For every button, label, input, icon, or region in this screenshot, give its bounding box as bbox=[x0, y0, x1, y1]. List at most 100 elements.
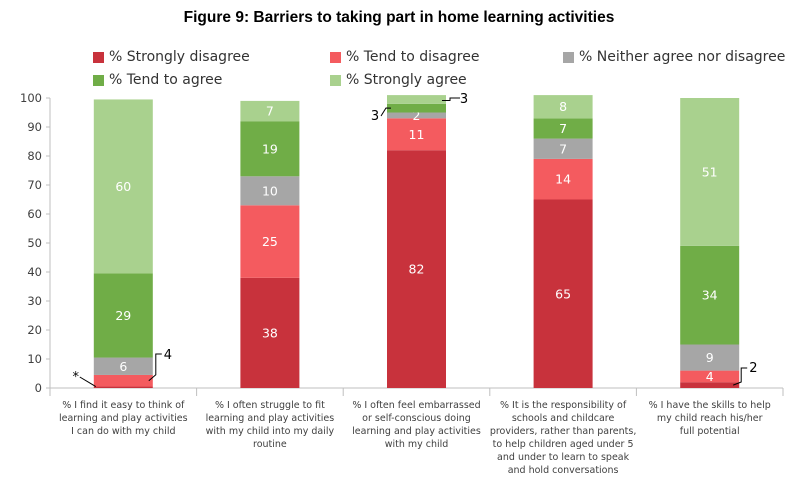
data-label: 7 bbox=[559, 121, 567, 136]
bar-segment bbox=[533, 118, 593, 139]
bar-segment bbox=[240, 121, 300, 177]
x-category-label: % I often struggle to fit bbox=[215, 400, 325, 411]
data-label: 34 bbox=[702, 288, 718, 303]
callout-line bbox=[79, 376, 97, 387]
bar-segment bbox=[93, 386, 153, 388]
callout-line bbox=[148, 353, 162, 382]
legend: % Strongly disagree % Tend to disagree % N… bbox=[0, 0, 798, 100]
callout-label: 2 bbox=[749, 361, 757, 376]
x-category-label: my child reach his/her bbox=[657, 413, 763, 424]
callout-label: 4 bbox=[164, 348, 172, 363]
x-category-label: learning and play activities bbox=[206, 413, 335, 424]
legend-swatch bbox=[330, 74, 341, 86]
bar-segment bbox=[93, 273, 153, 358]
legend-label: % Strongly disagree bbox=[109, 49, 250, 65]
y-tick-label: 80 bbox=[27, 149, 42, 163]
legend-item: % Tend to agree bbox=[93, 72, 222, 88]
x-category-label: schools and childcare bbox=[512, 413, 615, 424]
data-label: 2 bbox=[413, 108, 421, 123]
y-tick-label: 0 bbox=[35, 381, 42, 395]
callout-line bbox=[380, 107, 392, 117]
x-category-label: full potential bbox=[680, 426, 740, 437]
legend-swatch bbox=[93, 51, 104, 63]
bar-segment bbox=[93, 374, 153, 387]
bar-segment bbox=[533, 138, 593, 159]
y-tick-label: 90 bbox=[27, 120, 42, 134]
data-label: 11 bbox=[409, 127, 425, 142]
data-label: 14 bbox=[555, 172, 571, 187]
y-tick-label: 60 bbox=[27, 207, 42, 221]
x-category-label: % I often feel embarrassed bbox=[352, 400, 480, 411]
bar-segment bbox=[387, 95, 446, 104]
legend-label: % Neither agree nor disagree bbox=[579, 49, 786, 65]
x-category-label: and hold conversations bbox=[508, 465, 619, 476]
bar-segment bbox=[387, 112, 446, 119]
callout-line bbox=[442, 97, 460, 101]
x-category-label: or self-conscious doing bbox=[362, 413, 471, 424]
y-tick-label: 20 bbox=[27, 323, 42, 337]
y-tick-label: 100 bbox=[20, 91, 42, 105]
x-category-label: with my child bbox=[385, 439, 449, 450]
x-category-label: providers, rather than parents, bbox=[490, 426, 637, 437]
x-category-label: and under to learn to speak bbox=[497, 452, 630, 463]
data-label: 7 bbox=[266, 104, 274, 119]
data-label: 19 bbox=[262, 141, 278, 156]
data-label: 38 bbox=[262, 325, 278, 340]
legend-item: % Tend to disagree bbox=[330, 49, 479, 65]
data-label: 8 bbox=[559, 99, 567, 114]
data-label: 51 bbox=[702, 164, 718, 179]
legend-label: % Strongly agree bbox=[346, 72, 467, 88]
bar-segment bbox=[387, 150, 446, 388]
data-label: 82 bbox=[409, 262, 425, 277]
y-tick-label: 30 bbox=[27, 294, 42, 308]
x-category-label: learning and play activities bbox=[352, 426, 481, 437]
bar-segment bbox=[680, 344, 740, 371]
legend-swatch bbox=[93, 74, 104, 86]
x-category-label: % I find it easy to think of bbox=[62, 400, 185, 411]
x-category-label: % It is the responsibility of bbox=[500, 400, 627, 411]
legend-label: % Tend to agree bbox=[109, 72, 223, 88]
bar-segment bbox=[240, 100, 300, 122]
x-category-label: learning and play activities bbox=[59, 413, 188, 424]
bar-segment bbox=[240, 176, 300, 206]
data-label: 25 bbox=[262, 234, 278, 249]
chart-title: Figure 9: Barriers to taking part in hom… bbox=[183, 9, 615, 26]
x-category-label: with my child into my daily bbox=[206, 426, 335, 437]
callout-label: * bbox=[73, 370, 80, 385]
legend-label: % Tend to disagree bbox=[346, 49, 480, 65]
y-tick-label: 10 bbox=[27, 352, 42, 366]
legend-item: % Strongly disagree bbox=[93, 49, 250, 65]
bar-segment bbox=[240, 205, 300, 278]
bar-segment bbox=[387, 118, 446, 151]
bar-segment bbox=[93, 99, 153, 274]
data-label: 10 bbox=[262, 183, 278, 198]
bar-segment bbox=[680, 245, 740, 345]
callout-line bbox=[733, 367, 748, 386]
legend-item: % Strongly agree bbox=[330, 72, 467, 88]
data-label: 29 bbox=[115, 308, 131, 323]
callout-label: 3 bbox=[371, 109, 379, 124]
data-label: 60 bbox=[115, 179, 131, 194]
x-category-label: % I have the skills to help bbox=[649, 400, 771, 411]
legend-item: % Neither agree nor disagree bbox=[563, 49, 785, 65]
bar-segment bbox=[93, 357, 153, 375]
legend-swatch bbox=[563, 51, 574, 63]
legend-swatch bbox=[330, 51, 341, 63]
y-tick-label: 50 bbox=[27, 236, 42, 250]
bar-segment bbox=[680, 370, 740, 383]
bar-segment bbox=[680, 382, 740, 388]
bar-segment bbox=[533, 158, 593, 200]
bar-segment bbox=[387, 103, 446, 113]
data-label: 7 bbox=[559, 141, 567, 156]
x-category-label: I can do with my child bbox=[71, 426, 175, 437]
data-label: 6 bbox=[119, 359, 127, 374]
data-label: 9 bbox=[706, 350, 714, 365]
data-label: 65 bbox=[555, 286, 571, 301]
data-label: 4 bbox=[706, 369, 714, 384]
y-tick-label: 40 bbox=[27, 265, 42, 279]
bar-segment bbox=[533, 95, 593, 119]
y-tick-label: 70 bbox=[27, 178, 42, 192]
bar-segment bbox=[680, 98, 740, 246]
x-category-label: routine bbox=[253, 439, 287, 450]
